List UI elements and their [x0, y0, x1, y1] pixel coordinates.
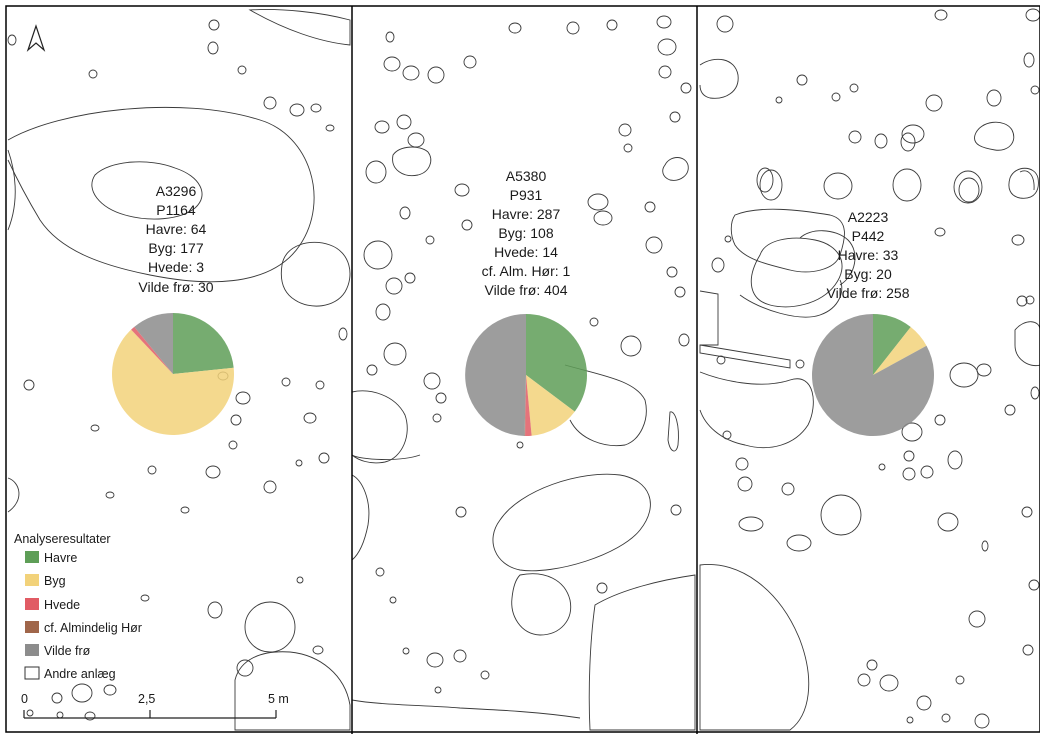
label-line: Vilde frø: 258: [826, 285, 909, 301]
pie-slice-hor: [524, 375, 526, 436]
label-line: P442: [852, 228, 885, 244]
label-line: A5380: [506, 168, 547, 184]
label-line: Vilde frø: 30: [138, 279, 213, 295]
legend-label-hvede: Hvede: [44, 598, 80, 612]
map-frame: [5, 5, 1040, 733]
legend-swatch-havre: [25, 551, 39, 563]
pie-slice-vilde: [134, 313, 173, 374]
pie-slice-byg: [526, 375, 575, 436]
label-line: P931: [510, 187, 543, 203]
label-line: Hvede: 3: [148, 259, 204, 275]
sample-label-2: A5380 P931 Havre: 287 Byg: 108 Hvede: 14…: [482, 168, 571, 298]
legend-swatch-vilde: [25, 644, 39, 656]
legend-label-havre: Havre: [44, 551, 77, 565]
legend-label-hor: cf. Almindelig Hør: [44, 621, 142, 635]
sample-label-3: A2223 P442 Havre: 33 Byg: 20 Vilde frø: …: [826, 209, 909, 301]
scale-bar: 0 2,5 5 m: [21, 692, 289, 719]
label-line: cf. Alm. Hør: 1: [482, 263, 571, 279]
legend: Analyseresultater Havre Byg Hvede cf. Al…: [14, 532, 142, 681]
features-panel-3: [699, 8, 1040, 731]
label-line: A3296: [156, 183, 197, 199]
pie-slice-byg: [112, 329, 235, 435]
north-arrow-icon: [26, 24, 46, 52]
label-line: Byg: 20: [844, 266, 892, 282]
legend-label-vilde: Vilde frø: [44, 644, 91, 658]
sample-label-1: A3296 P1164 Havre: 64 Byg: 177 Hvede: 3 …: [138, 183, 213, 295]
pie-slice-vilde: [465, 314, 526, 436]
label-line: P1164: [156, 202, 196, 218]
label-line: A2223: [848, 209, 889, 225]
pie-slice-hvede: [525, 375, 532, 436]
label-line: Vilde frø: 404: [484, 282, 567, 298]
scale-label-mid: 2,5: [138, 692, 155, 706]
pie-slice-havre: [873, 314, 911, 375]
panel-frames: [5, 5, 1040, 734]
legend-swatch-hor: [25, 621, 39, 633]
legend-swatch-byg: [25, 574, 39, 586]
pie-slice-byg: [873, 327, 927, 375]
label-line: Havre: 33: [838, 247, 899, 263]
legend-title: Analyseresultater: [14, 532, 111, 546]
pie-slice-hvede: [131, 326, 173, 374]
label-line: Byg: 177: [148, 240, 203, 256]
features-panel-2: [351, 15, 696, 731]
features-panel-1: [7, 9, 351, 731]
legend-label-andre: Andre anlæg: [44, 667, 116, 681]
pie-1: [112, 313, 235, 435]
scale-label-0: 0: [21, 692, 28, 706]
label-line: Havre: 287: [492, 206, 561, 222]
pie-2: [465, 314, 587, 436]
legend-label-byg: Byg: [44, 574, 66, 588]
pie-slice-havre: [526, 314, 587, 412]
label-line: Byg: 108: [498, 225, 553, 241]
pie-slice-vilde: [812, 314, 935, 436]
pie-3: [812, 314, 935, 436]
pie-charts: [112, 313, 935, 436]
legend-swatch-andre: [24, 666, 40, 680]
label-line: Hvede: 14: [494, 244, 558, 260]
scale-label-end: 5 m: [268, 692, 289, 706]
legend-swatch-hvede: [25, 598, 39, 610]
pie-slice-havre: [173, 313, 234, 374]
label-line: Havre: 64: [146, 221, 207, 237]
